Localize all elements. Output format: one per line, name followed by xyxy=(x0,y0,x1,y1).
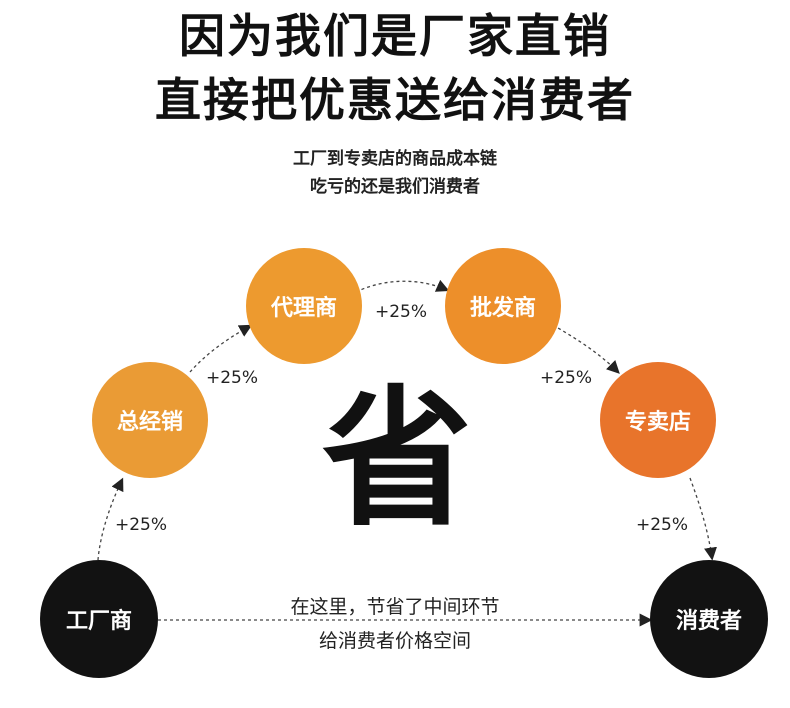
bottom-note-line-1: 在这里，节省了中间环节 xyxy=(290,596,500,618)
markup-label-1: +25% xyxy=(115,515,168,535)
subtitle-line-2: 吃亏的还是我们消费者 xyxy=(310,177,480,197)
arrow-store-to-consumer xyxy=(689,477,717,561)
node-factory: 工厂商 xyxy=(40,560,158,678)
arrow-wholesaler-to-store xyxy=(552,324,620,374)
node-distributor-label: 总经销 xyxy=(116,410,183,435)
markup-label-2: +25% xyxy=(206,368,259,388)
headline-line-1: 因为我们是厂家直销 xyxy=(179,9,611,63)
markup-label-4: +25% xyxy=(540,368,593,388)
node-wholesaler-label: 批发商 xyxy=(469,296,536,321)
node-agent-label: 代理商 xyxy=(270,296,337,321)
bottom-note-line-2: 给消费者价格空间 xyxy=(318,630,471,652)
markup-label-3: +25% xyxy=(375,302,428,322)
arrow-agent-to-wholesaler xyxy=(355,279,450,293)
node-agent: 代理商 xyxy=(246,248,362,364)
node-consumer: 消费者 xyxy=(650,560,768,678)
center-character: 省 xyxy=(322,373,473,547)
node-store-label: 专卖店 xyxy=(624,410,691,435)
node-consumer-label: 消费者 xyxy=(675,609,742,634)
subtitle-line-1: 工厂到专卖店的商品成本链 xyxy=(293,149,497,169)
node-factory-label: 工厂商 xyxy=(65,609,132,634)
node-wholesaler: 批发商 xyxy=(445,248,561,364)
headline-line-2: 直接把优惠送给消费者 xyxy=(155,73,635,127)
node-store: 专卖店 xyxy=(600,362,716,478)
markup-label-5: +25% xyxy=(636,515,689,535)
arrow-factory-to-distributor xyxy=(97,477,124,561)
arrow-distributor-to-agent xyxy=(189,324,253,373)
node-distributor: 总经销 xyxy=(92,362,208,478)
